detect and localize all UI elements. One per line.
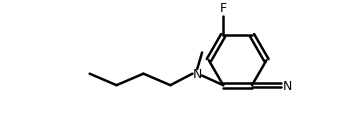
- Text: F: F: [220, 2, 227, 15]
- Text: N: N: [193, 68, 202, 80]
- Text: N: N: [283, 79, 292, 92]
